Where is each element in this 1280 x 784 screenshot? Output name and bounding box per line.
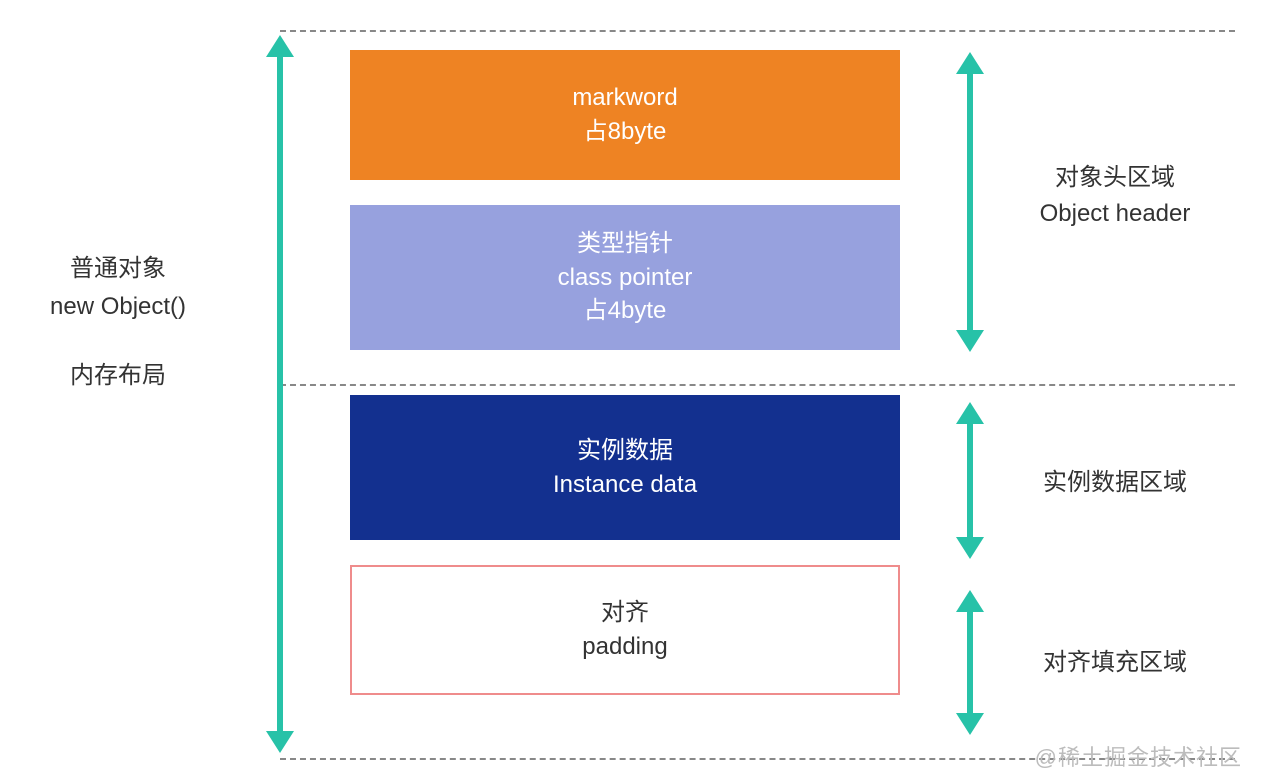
watermark: @稀土掘金技术社区 xyxy=(1035,740,1242,772)
instance-line1: 实例数据 xyxy=(577,434,673,468)
object-memory-layout-diagram: 普通对象 new Object() 内存布局 markword 占8byte 类… xyxy=(0,0,1280,784)
memory-blocks: markword 占8byte 类型指针 class pointer 占4byt… xyxy=(350,50,900,695)
arrow-instance-data xyxy=(955,402,985,559)
arrow-padding xyxy=(955,590,985,735)
classptr-line1: 类型指针 xyxy=(577,227,673,261)
arrow-object-header xyxy=(955,52,985,352)
padding-line2: padding xyxy=(582,630,667,664)
left-label-line2: new Object() xyxy=(50,288,186,326)
block-markword: markword 占8byte xyxy=(350,50,900,180)
label-padding-line1: 对齐填充区域 xyxy=(1005,645,1225,681)
classptr-line3: 占4byte xyxy=(584,294,667,328)
block-class-pointer: 类型指针 class pointer 占4byte xyxy=(350,205,900,350)
left-label-line1: 普通对象 xyxy=(50,250,186,288)
block-instance-data: 实例数据 Instance data xyxy=(350,395,900,540)
classptr-line2: class pointer xyxy=(558,261,693,295)
left-label-line3: 内存布局 xyxy=(50,357,186,395)
block-padding: 对齐 padding xyxy=(350,565,900,695)
markword-line1: markword xyxy=(572,81,677,115)
label-instance-data: 实例数据区域 xyxy=(1005,465,1225,501)
left-label: 普通对象 new Object() 内存布局 xyxy=(50,250,186,395)
label-instance-line1: 实例数据区域 xyxy=(1005,465,1225,501)
label-padding: 对齐填充区域 xyxy=(1005,645,1225,681)
label-header-line2: Object header xyxy=(1005,196,1225,232)
markword-line2: 占8byte xyxy=(584,115,667,149)
full-span-arrow xyxy=(265,35,295,753)
instance-line2: Instance data xyxy=(553,468,697,502)
label-header-line1: 对象头区域 xyxy=(1005,160,1225,196)
padding-line1: 对齐 xyxy=(601,596,649,630)
dashed-line-top xyxy=(280,30,1235,32)
label-object-header: 对象头区域 Object header xyxy=(1005,160,1225,232)
